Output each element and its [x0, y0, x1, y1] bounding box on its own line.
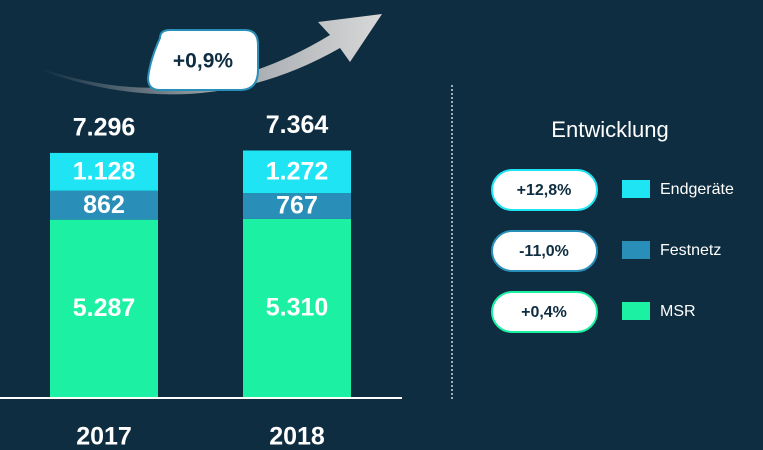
growth-arrow — [40, 14, 382, 95]
change-label: +12,8% — [517, 182, 572, 199]
total-label: 7.296 — [73, 114, 136, 142]
segment-label: 5.310 — [266, 294, 329, 322]
legend-swatch — [622, 302, 650, 320]
bar-segment — [50, 152, 158, 191]
segment-label: 1.128 — [73, 157, 136, 185]
legend-label: Endgeräte — [660, 181, 734, 198]
change-badge — [491, 169, 598, 211]
growth-label: +0,9% — [173, 50, 233, 73]
change-badge — [491, 291, 598, 333]
change-label: -11,0% — [519, 243, 569, 260]
total-label: 7.364 — [266, 111, 329, 139]
bar-segment — [243, 218, 351, 397]
category-label: 2017 — [76, 423, 132, 450]
legend-label: Festnetz — [660, 242, 721, 259]
category-label: 2018 — [269, 423, 325, 450]
segment-label: 1.272 — [266, 157, 329, 185]
legend-swatch — [622, 241, 650, 259]
growth-bubble — [146, 29, 259, 91]
segment-label: 862 — [83, 191, 125, 219]
change-badge — [491, 230, 598, 272]
legend-label: MSR — [660, 303, 696, 320]
bar-segment — [50, 219, 158, 397]
change-label: +0,4% — [521, 304, 567, 321]
segment-label: 767 — [276, 192, 318, 220]
legend-swatch — [622, 180, 650, 198]
segment-label: 5.287 — [73, 294, 136, 322]
bar-segment — [243, 150, 351, 194]
bar-segment — [50, 190, 158, 220]
legend-title: Entwicklung — [551, 117, 668, 142]
bar-segment — [243, 193, 351, 219]
